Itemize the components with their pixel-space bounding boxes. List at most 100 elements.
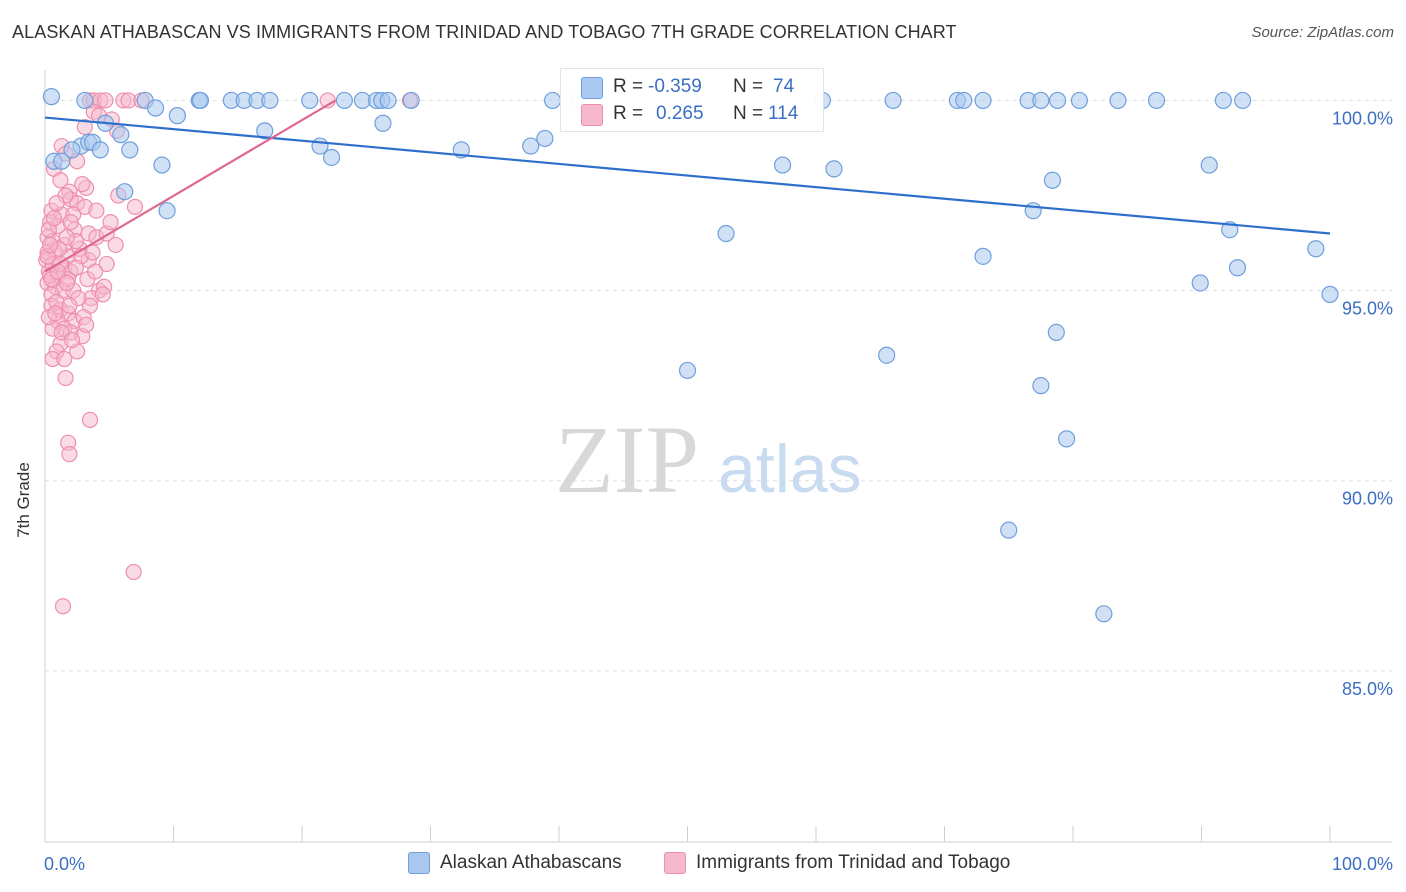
athabascan-point — [1095, 605, 1113, 623]
athabascan-point — [153, 156, 171, 174]
trinidad-point — [54, 598, 72, 615]
trinidad-point — [62, 214, 79, 231]
athabascan-point — [1048, 91, 1067, 110]
athabascan-point — [63, 141, 81, 159]
series-trinidad-points — [38, 92, 419, 615]
athabascan-point — [146, 99, 165, 117]
stats-row-trinidad: R = 0.265 N = 114 — [561, 101, 823, 127]
watermark: ZIP atlas — [555, 406, 862, 513]
athabascan-point — [322, 148, 341, 167]
stats-n-label: N = — [733, 76, 764, 97]
stats-r-value: -0.359 — [648, 76, 702, 97]
legend-swatch-trinidad — [664, 852, 686, 874]
stats-n-label: N = — [733, 103, 764, 124]
athabascan-point — [1024, 202, 1042, 220]
athabascan-point — [256, 122, 274, 140]
stats-r-label: R = — [613, 76, 644, 97]
legend-swatch-athabascan — [408, 852, 430, 874]
trinidad-point — [76, 118, 93, 136]
athabascan-point — [1000, 521, 1018, 539]
athabascan-point — [1047, 323, 1065, 342]
athabascan-point — [1109, 91, 1127, 110]
trinidad-point — [107, 236, 124, 254]
legend: Alaskan Athabascans Immigrants from Trin… — [0, 850, 1406, 880]
athabascan-point — [974, 91, 992, 110]
trinidad-point — [94, 286, 111, 303]
athabascan-trend-line — [44, 116, 1331, 235]
athabascan-point — [878, 346, 896, 364]
trinidad-point — [102, 214, 119, 231]
trinidad-point — [58, 274, 75, 292]
y-tick-label: 85.0% — [1342, 679, 1393, 699]
athabascan-point — [1321, 285, 1339, 303]
series-athabascan-points — [42, 88, 1339, 623]
grid-lines — [45, 99, 1392, 672]
athabascan-point — [1191, 274, 1209, 292]
trinidad-point — [88, 202, 105, 219]
trinidad-point — [63, 331, 81, 349]
trinidad-point — [48, 195, 65, 212]
trinidad-point — [125, 563, 142, 581]
athabascan-point — [168, 107, 186, 125]
stats-swatch-pink — [581, 104, 603, 126]
watermark-zip: ZIP — [555, 406, 699, 513]
y-tick-label: 95.0% — [1342, 299, 1393, 319]
athabascan-point — [543, 91, 562, 110]
athabascan-point — [53, 152, 71, 170]
trinidad-point — [84, 244, 101, 261]
stats-r-label: R = — [613, 103, 644, 124]
x-tick-labels: 0.0% 100.0% — [44, 854, 1393, 874]
trinidad-point — [126, 198, 144, 216]
source-label: Source: ZipAtlas.com — [1251, 24, 1394, 41]
x-tick-label-right: 100.0% — [1332, 854, 1393, 874]
axes — [44, 70, 1392, 843]
athabascan-point — [76, 91, 94, 110]
trinidad-point — [74, 175, 91, 193]
athabascan-point — [402, 91, 420, 110]
stats-row-athabascan: R = -0.359 N = 74 — [561, 74, 823, 100]
athabascan-point — [379, 91, 397, 110]
athabascan-point — [1228, 259, 1247, 277]
athabascan-point — [536, 129, 554, 148]
athabascan-point — [773, 156, 792, 174]
athabascan-point — [678, 361, 697, 380]
stats-n-value: 74 — [773, 76, 795, 97]
athabascan-point — [116, 183, 134, 201]
athabascan-point — [1032, 91, 1050, 110]
athabascan-point — [1214, 91, 1232, 110]
stats-swatch-blue — [581, 77, 603, 99]
stats-box: R = -0.359 N = 74 R = 0.265 N = 114 — [560, 68, 824, 132]
athabascan-point — [1043, 171, 1062, 189]
athabascan-point — [1234, 91, 1252, 110]
stats-n-value: 114 — [768, 103, 799, 124]
trinidad-point — [42, 236, 59, 254]
athabascan-point — [974, 247, 992, 265]
x-tick-label-left: 0.0% — [44, 854, 85, 874]
y-tick-label: 90.0% — [1342, 489, 1393, 509]
legend-label-athabascan: Alaskan Athabascans — [440, 852, 622, 873]
trinidad-point — [58, 229, 75, 246]
trinidad-point — [98, 255, 115, 273]
trinidad-point — [67, 259, 84, 276]
athabascan-point — [1307, 240, 1325, 258]
athabascan-point — [1032, 377, 1050, 395]
athabascan-point — [42, 88, 61, 106]
trinidad-point — [52, 172, 69, 189]
trinidad-point — [87, 263, 104, 280]
athabascan-point — [825, 160, 843, 178]
athabascan-point — [158, 202, 176, 220]
trinidad-point — [47, 305, 64, 322]
athabascan-point — [335, 91, 354, 110]
y-tick-labels: 100.0% 95.0% 90.0% 85.0% — [1332, 108, 1393, 698]
trinidad-point — [61, 297, 78, 314]
athabascan-point — [374, 114, 392, 132]
athabascan-point — [261, 91, 279, 110]
y-tick-label: 100.0% — [1332, 108, 1393, 128]
athabascan-point — [121, 141, 139, 159]
trinidad-point — [97, 92, 114, 109]
athabascan-point — [1057, 430, 1076, 448]
athabascan-point — [522, 137, 540, 155]
stats-r-value: 0.265 — [656, 103, 704, 124]
athabascan-point — [301, 91, 319, 110]
